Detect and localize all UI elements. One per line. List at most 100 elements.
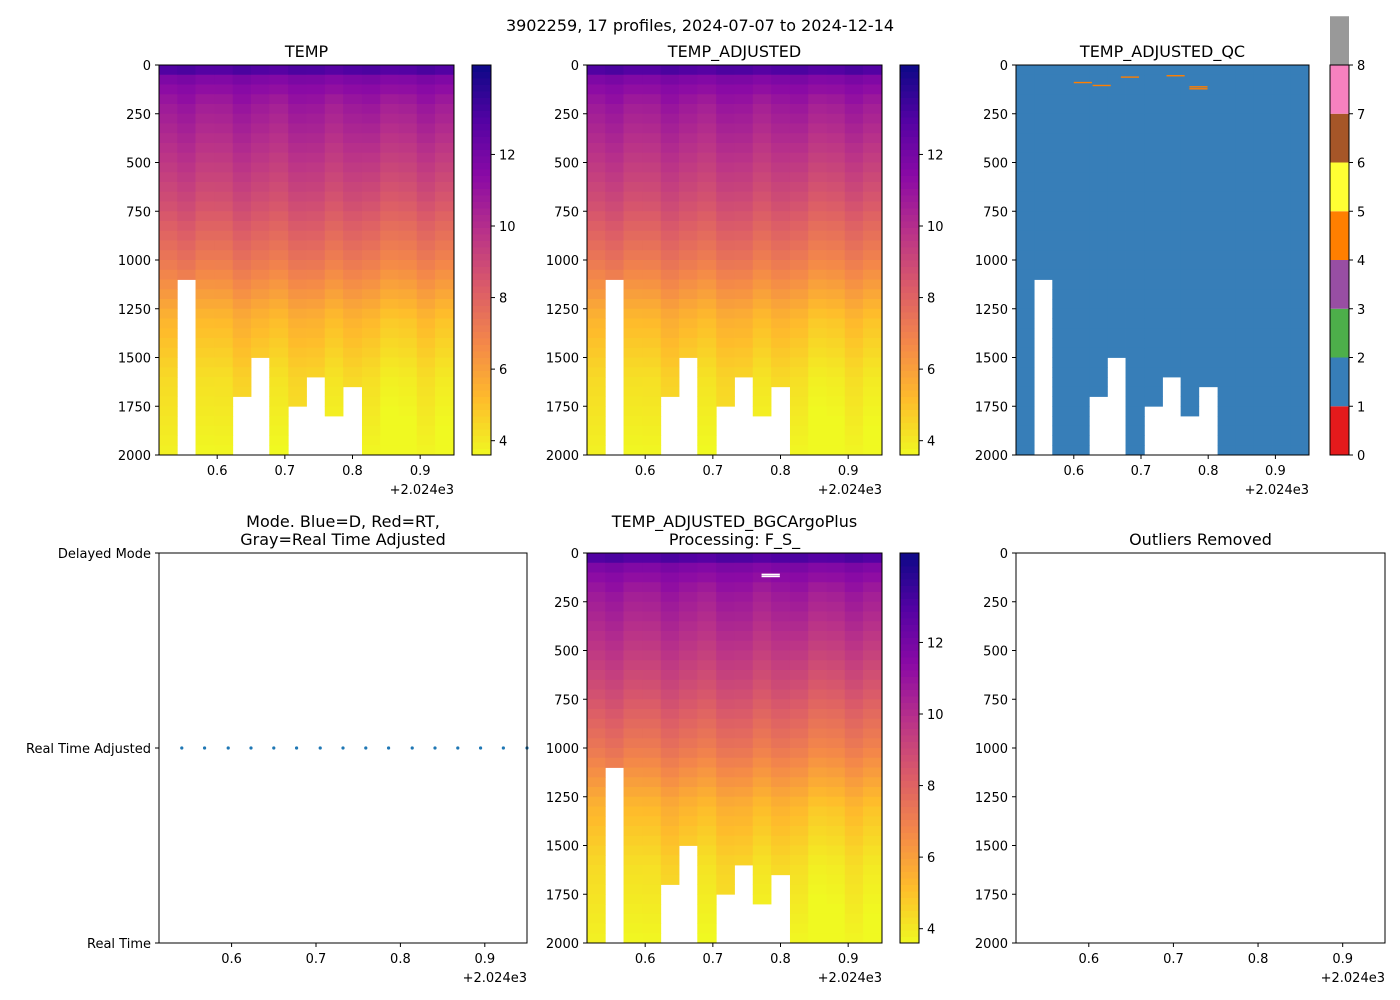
heatmap-cell — [587, 152, 606, 163]
heatmap-cell — [1162, 289, 1182, 300]
colorbar-segment — [472, 403, 491, 410]
heatmap-cell — [269, 318, 289, 329]
heatmap-cell — [1089, 143, 1108, 154]
heatmap-cell — [1144, 123, 1163, 134]
heatmap-cell — [660, 338, 680, 349]
heatmap-cell — [398, 240, 418, 251]
heatmap-cell — [343, 230, 363, 241]
heatmap-cell — [1125, 425, 1145, 436]
heatmap-cell — [343, 211, 363, 222]
heatmap-cell — [844, 143, 864, 154]
heatmap-cell — [1253, 230, 1273, 241]
heatmap-cell — [789, 328, 809, 339]
heatmap-cell — [660, 572, 680, 583]
heatmap-cell — [1198, 74, 1219, 85]
heatmap-cell — [1290, 406, 1310, 417]
x-tick-label: 0.6 — [635, 464, 656, 479]
heatmap-cell — [232, 143, 252, 154]
heatmap-cell — [398, 113, 418, 124]
heatmap-cell — [826, 84, 846, 95]
heatmap-cell — [398, 182, 418, 193]
heatmap-cell — [1272, 152, 1291, 163]
heatmap-cell — [826, 162, 846, 173]
heatmap-cell — [1217, 182, 1237, 193]
heatmap-cell — [232, 250, 252, 261]
heatmap-cell — [716, 660, 735, 671]
heatmap-cell — [232, 74, 252, 85]
heatmap-cell — [844, 582, 864, 593]
heatmap-cell — [752, 611, 772, 622]
heatmap-cell — [361, 289, 381, 300]
heatmap-cell — [361, 94, 381, 105]
colorbar-segment — [900, 396, 919, 404]
heatmap-cell — [808, 757, 827, 768]
heatmap-cell — [269, 191, 289, 202]
heatmap-cell — [863, 143, 883, 154]
heatmap-cell — [863, 826, 883, 837]
heatmap-cell — [1071, 435, 1090, 446]
heatmap-cell — [343, 201, 363, 212]
colorbar-segment — [900, 839, 919, 846]
heatmap-cell — [416, 416, 436, 427]
heatmap-cell — [159, 221, 178, 232]
heatmap-cell — [1180, 221, 1200, 232]
colorbar-segment — [900, 592, 919, 599]
heatmap-cell — [587, 689, 606, 700]
heatmap-cell — [324, 240, 344, 251]
heatmap-cell — [734, 240, 754, 251]
colorbar-segment — [472, 195, 491, 202]
heatmap-cell — [1144, 201, 1163, 212]
heatmap-cell — [380, 152, 399, 163]
heatmap-cell — [771, 738, 791, 749]
heatmap-cell — [752, 201, 772, 212]
heatmap-cell — [1089, 172, 1108, 183]
mode-point — [386, 746, 391, 750]
heatmap-cell — [826, 445, 846, 456]
heatmap-cell — [1052, 230, 1072, 241]
heatmap-cell — [587, 269, 606, 280]
heatmap-cell — [1290, 182, 1310, 193]
mode-point — [272, 746, 276, 750]
heatmap-cell — [863, 601, 883, 612]
heatmap-cell — [844, 308, 864, 319]
heatmap-cell — [177, 191, 196, 202]
y-tick-label: 250 — [983, 108, 1008, 123]
heatmap-cell — [1071, 250, 1090, 261]
heatmap-cell — [1290, 396, 1310, 407]
heatmap-cell — [1089, 367, 1108, 378]
heatmap-cell — [398, 396, 418, 407]
heatmap-cell — [752, 182, 772, 193]
heatmap-cell — [306, 250, 326, 261]
heatmap-cell — [697, 396, 717, 407]
colorbar-segment — [900, 930, 919, 937]
heatmap-cell — [808, 748, 827, 759]
heatmap-cell — [232, 240, 252, 251]
y-tick-label: 1500 — [975, 352, 1008, 367]
heatmap-cell — [1034, 133, 1053, 144]
heatmap-cell — [1089, 347, 1108, 358]
heatmap-cell — [251, 152, 270, 163]
heatmap-cell — [844, 445, 864, 456]
colorbar-segment — [900, 878, 919, 885]
heatmap-cell — [863, 670, 883, 681]
heatmap-cell — [416, 308, 436, 319]
heatmap-cell — [1016, 328, 1035, 339]
heatmap-cell — [679, 757, 698, 768]
heatmap-cell — [623, 611, 643, 622]
heatmap-cell — [416, 182, 436, 193]
heatmap-cell — [623, 240, 643, 251]
y-tick-label: 250 — [554, 108, 579, 123]
heatmap-cell — [288, 299, 307, 310]
heatmap-cell — [398, 221, 418, 232]
heatmap-cell — [863, 84, 883, 95]
heatmap-cell — [605, 660, 624, 671]
heatmap-cell — [863, 806, 883, 817]
heatmap-cell — [214, 338, 234, 349]
heatmap-cell — [789, 74, 809, 85]
heatmap-cell — [380, 318, 399, 329]
heatmap-cell — [177, 240, 196, 251]
heatmap-cell — [789, 318, 809, 329]
heatmap-cell — [306, 201, 326, 212]
heatmap-cell — [1272, 260, 1291, 271]
heatmap-cell — [752, 143, 772, 154]
